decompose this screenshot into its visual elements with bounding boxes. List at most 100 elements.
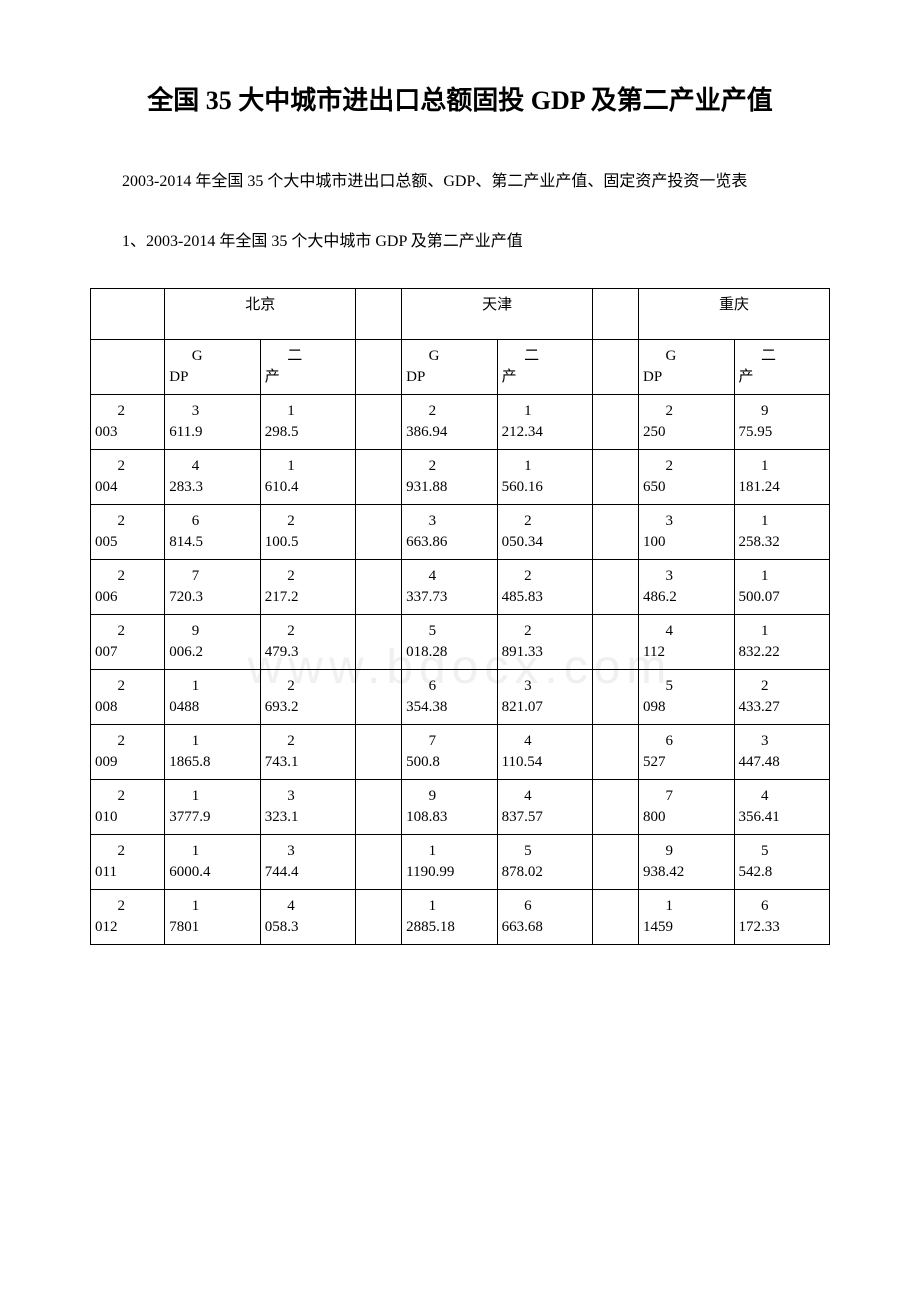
header-gdp: GDP — [639, 339, 734, 394]
header-second: 二产 — [260, 339, 355, 394]
tianjin-second: 3821.07 — [497, 669, 592, 724]
beijing-second: 2100.5 — [260, 504, 355, 559]
tianjin-second: 1560.16 — [497, 449, 592, 504]
spacer-cell — [593, 614, 639, 669]
tianjin-second: 2485.83 — [497, 559, 592, 614]
beijing-second: 2693.2 — [260, 669, 355, 724]
chongqing-second: 1181.24 — [734, 449, 830, 504]
chongqing-gdp: 3100 — [639, 504, 734, 559]
table-row: 2011 16000.4 3744.4 11190.99 5878.02 993… — [91, 834, 830, 889]
gdp-table: 北京 天津 重庆 GDP 二产 GDP 二产 GDP 二产 2003 3611.… — [90, 288, 830, 945]
beijing-second: 3744.4 — [260, 834, 355, 889]
year-cell: 2006 — [91, 559, 165, 614]
beijing-second: 1610.4 — [260, 449, 355, 504]
spacer-cell — [356, 834, 402, 889]
tianjin-gdp: 4337.73 — [402, 559, 497, 614]
tianjin-second: 6663.68 — [497, 889, 592, 944]
section-heading: 1、2003-2014 年全国 35 个大中城市 GDP 及第二产业产值 — [90, 227, 830, 257]
spacer-cell — [356, 394, 402, 449]
spacer-cell — [356, 504, 402, 559]
intro-paragraph: 2003-2014 年全国 35 个大中城市进出口总额、GDP、第二产业产值、固… — [90, 167, 830, 197]
tianjin-second: 2891.33 — [497, 614, 592, 669]
beijing-second: 4058.3 — [260, 889, 355, 944]
table-row: 2003 3611.9 1298.5 2386.94 1212.34 2250 … — [91, 394, 830, 449]
chongqing-second: 4356.41 — [734, 779, 830, 834]
city-beijing: 北京 — [165, 288, 356, 339]
table-row: 2009 11865.8 2743.1 7500.8 4110.54 6527 … — [91, 724, 830, 779]
page-title: 全国 35 大中城市进出口总额固投 GDP 及第二产业产值 — [90, 80, 830, 117]
table-row: 2005 6814.5 2100.5 3663.86 2050.34 3100 … — [91, 504, 830, 559]
header-second: 二产 — [734, 339, 830, 394]
spacer-cell — [593, 779, 639, 834]
spacer-cell — [593, 288, 639, 339]
year-cell: 2005 — [91, 504, 165, 559]
chongqing-second: 1258.32 — [734, 504, 830, 559]
chongqing-second: 1500.07 — [734, 559, 830, 614]
spacer-cell — [356, 288, 402, 339]
tianjin-gdp: 6354.38 — [402, 669, 497, 724]
spacer-cell — [356, 339, 402, 394]
year-cell: 2003 — [91, 394, 165, 449]
spacer-cell — [356, 669, 402, 724]
chongqing-gdp: 3486.2 — [639, 559, 734, 614]
table-row: 2006 7720.3 2217.2 4337.73 2485.83 3486.… — [91, 559, 830, 614]
spacer-cell — [356, 449, 402, 504]
chongqing-second: 975.95 — [734, 394, 830, 449]
beijing-gdp: 10488 — [165, 669, 260, 724]
year-cell: 2007 — [91, 614, 165, 669]
beijing-gdp: 13777.9 — [165, 779, 260, 834]
tianjin-second: 5878.02 — [497, 834, 592, 889]
table-row: 2008 10488 2693.2 6354.38 3821.07 5098 2… — [91, 669, 830, 724]
blank-cell — [91, 288, 165, 339]
chongqing-gdp: 2650 — [639, 449, 734, 504]
spacer-cell — [356, 779, 402, 834]
header-second: 二产 — [497, 339, 592, 394]
blank-cell — [91, 339, 165, 394]
chongqing-second: 2433.27 — [734, 669, 830, 724]
year-cell: 2011 — [91, 834, 165, 889]
city-chongqing: 重庆 — [639, 288, 830, 339]
tianjin-gdp: 5018.28 — [402, 614, 497, 669]
tianjin-gdp: 2386.94 — [402, 394, 497, 449]
spacer-cell — [593, 339, 639, 394]
spacer-cell — [593, 724, 639, 779]
tianjin-gdp: 11190.99 — [402, 834, 497, 889]
chongqing-second: 5542.8 — [734, 834, 830, 889]
year-cell: 2008 — [91, 669, 165, 724]
header-gdp: GDP — [165, 339, 260, 394]
beijing-gdp: 9006.2 — [165, 614, 260, 669]
tianjin-gdp: 12885.18 — [402, 889, 497, 944]
beijing-gdp: 17801 — [165, 889, 260, 944]
chongqing-gdp: 5098 — [639, 669, 734, 724]
table-row: 2007 9006.2 2479.3 5018.28 2891.33 4112 … — [91, 614, 830, 669]
column-header-row: GDP 二产 GDP 二产 GDP 二产 — [91, 339, 830, 394]
city-header-row: 北京 天津 重庆 — [91, 288, 830, 339]
tianjin-second: 2050.34 — [497, 504, 592, 559]
tianjin-gdp: 2931.88 — [402, 449, 497, 504]
spacer-cell — [593, 504, 639, 559]
chongqing-gdp: 7800 — [639, 779, 734, 834]
chongqing-second: 6172.33 — [734, 889, 830, 944]
year-cell: 2012 — [91, 889, 165, 944]
beijing-second: 2743.1 — [260, 724, 355, 779]
chongqing-gdp: 6527 — [639, 724, 734, 779]
spacer-cell — [356, 724, 402, 779]
beijing-second: 2479.3 — [260, 614, 355, 669]
spacer-cell — [593, 889, 639, 944]
chongqing-gdp: 4112 — [639, 614, 734, 669]
table-row: 2010 13777.9 3323.1 9108.83 4837.57 7800… — [91, 779, 830, 834]
beijing-gdp: 7720.3 — [165, 559, 260, 614]
city-tianjin: 天津 — [402, 288, 593, 339]
chongqing-second: 3447.48 — [734, 724, 830, 779]
spacer-cell — [356, 889, 402, 944]
spacer-cell — [593, 394, 639, 449]
beijing-gdp: 4283.3 — [165, 449, 260, 504]
tianjin-gdp: 9108.83 — [402, 779, 497, 834]
spacer-cell — [356, 614, 402, 669]
year-cell: 2009 — [91, 724, 165, 779]
spacer-cell — [356, 559, 402, 614]
tianjin-second: 1212.34 — [497, 394, 592, 449]
beijing-gdp: 3611.9 — [165, 394, 260, 449]
beijing-gdp: 6814.5 — [165, 504, 260, 559]
beijing-second: 2217.2 — [260, 559, 355, 614]
